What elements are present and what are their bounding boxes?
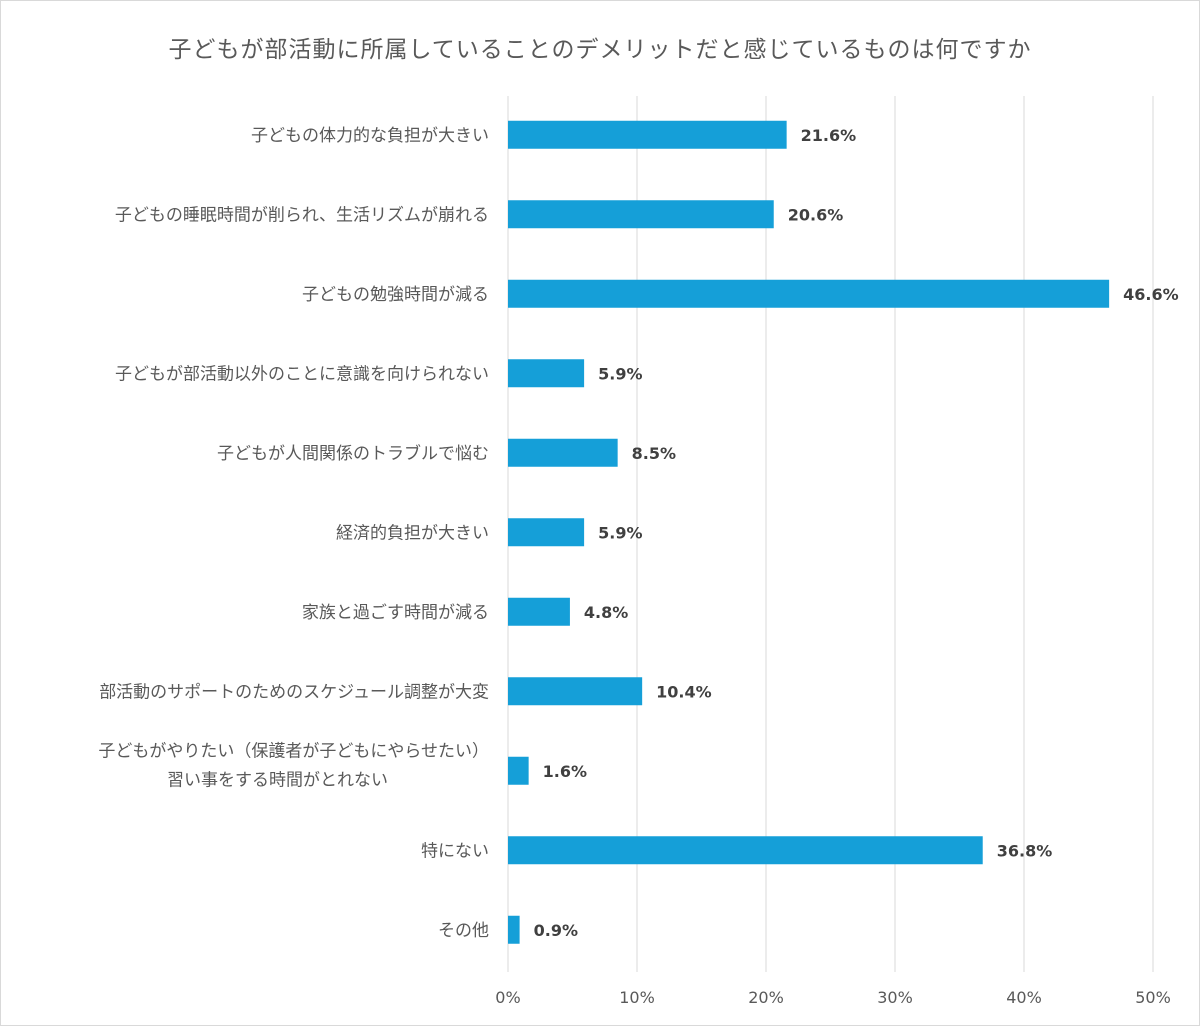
- bar: [508, 597, 570, 626]
- category-label: 子どもの睡眠時間が削られ、生活リズムが崩れる: [115, 205, 489, 225]
- bar: [508, 120, 787, 149]
- x-tick-label: 0%: [495, 988, 520, 1007]
- chart-title: 子どもが部活動に所属していることのデメリットだと感じているものは何ですか: [168, 37, 1032, 63]
- category-label: 子どもが人間関係のトラブルで悩む: [217, 443, 489, 464]
- bar: [508, 518, 585, 547]
- category-label-line: 子どもがやりたい（保護者が子どもにやらせたい）: [98, 741, 489, 761]
- x-tick-label: 40%: [1006, 988, 1042, 1007]
- data-label: 20.6%: [788, 205, 844, 224]
- bar: [508, 359, 585, 388]
- bar: [508, 915, 520, 944]
- x-tick-label: 20%: [748, 988, 784, 1007]
- data-label: 5.9%: [598, 364, 642, 383]
- category-label: 子どもが部活動以外のことに意識を向けられない: [115, 364, 489, 384]
- category-label: その他: [438, 921, 489, 941]
- bar: [508, 200, 774, 229]
- data-label: 1.6%: [543, 762, 587, 781]
- data-label: 4.8%: [584, 603, 628, 622]
- x-tick-label: 30%: [877, 988, 913, 1007]
- data-label: 5.9%: [598, 523, 642, 542]
- data-label: 0.9%: [534, 921, 578, 940]
- category-label: 家族と過ごす時間が減る: [302, 603, 489, 623]
- bar: [508, 438, 618, 467]
- data-label: 8.5%: [632, 444, 676, 463]
- bar: [508, 756, 529, 785]
- x-tick-label: 50%: [1135, 988, 1171, 1007]
- data-label: 10.4%: [656, 682, 712, 701]
- bar: [508, 677, 643, 706]
- category-label: 子どもの勉強時間が減る: [302, 285, 489, 305]
- data-label: 36.8%: [997, 841, 1053, 860]
- data-label: 21.6%: [801, 126, 857, 145]
- bar: [508, 279, 1110, 308]
- x-tick-label: 10%: [619, 988, 655, 1007]
- category-label: 子どもがやりたい（保護者が子どもにやらせたい） 習い事をする時間がとれない: [98, 741, 489, 790]
- category-label: 子どもの体力的な負担が大きい: [251, 126, 489, 146]
- category-label-line: 習い事をする時間がとれない: [167, 770, 388, 790]
- category-label: 部活動のサポートのためのスケジュール調整が大変: [99, 682, 489, 702]
- data-label: 46.6%: [1123, 285, 1179, 304]
- category-label: 経済的負担が大きい: [336, 523, 489, 543]
- bar: [508, 836, 983, 865]
- category-label: 特にない: [421, 841, 489, 861]
